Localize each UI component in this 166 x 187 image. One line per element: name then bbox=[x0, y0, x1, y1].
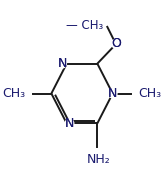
Circle shape bbox=[58, 59, 66, 68]
Text: N: N bbox=[108, 87, 117, 100]
Circle shape bbox=[65, 119, 74, 128]
Text: N: N bbox=[65, 117, 74, 130]
Text: NH₂: NH₂ bbox=[87, 153, 111, 166]
Text: N: N bbox=[108, 87, 117, 100]
Text: N: N bbox=[57, 57, 67, 70]
Circle shape bbox=[108, 89, 117, 98]
Text: O: O bbox=[111, 37, 121, 50]
Text: O: O bbox=[111, 37, 121, 50]
Text: CH₃: CH₃ bbox=[2, 87, 25, 100]
Circle shape bbox=[111, 39, 120, 48]
Text: CH₃: CH₃ bbox=[139, 87, 162, 100]
Text: N: N bbox=[57, 57, 67, 70]
Text: — CH₃: — CH₃ bbox=[66, 19, 103, 32]
Text: N: N bbox=[65, 117, 74, 130]
